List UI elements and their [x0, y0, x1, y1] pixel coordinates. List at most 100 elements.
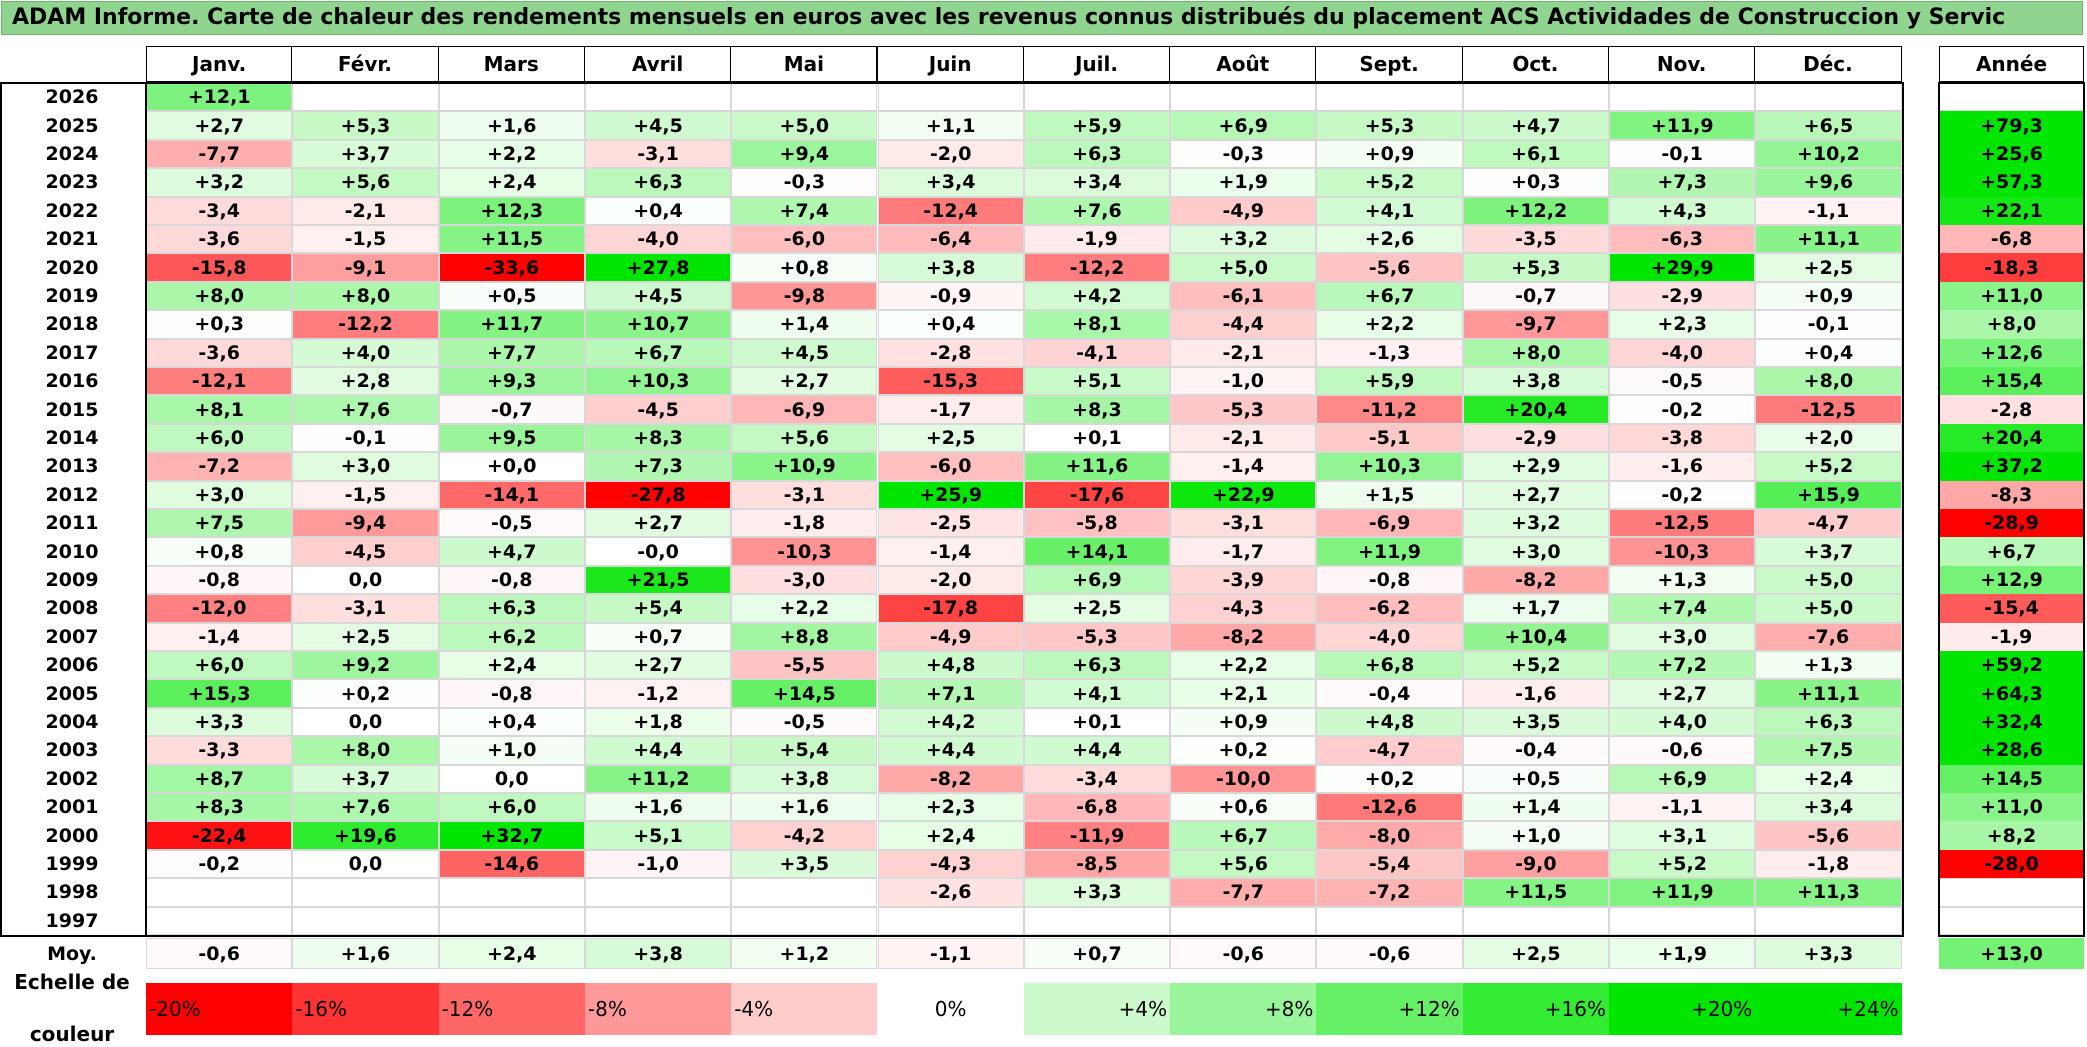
heatmap-cell: +11,6 — [1023, 452, 1171, 481]
heatmap-cell: -7,2 — [146, 452, 293, 481]
heatmap-cell — [731, 906, 878, 935]
year-label: 2024 — [45, 142, 99, 165]
heatmap-cell — [146, 906, 293, 935]
heatmap-cell: +1,0 — [438, 736, 585, 765]
heatmap-cell: +6,3 — [584, 168, 732, 197]
heatmap-cell: -2,9 — [1609, 281, 1756, 311]
heatmap-cell: +5,3 — [1316, 111, 1463, 140]
heatmap-cell: -12,2 — [1023, 253, 1171, 282]
heatmap-cell: -0,1 — [1755, 310, 1902, 339]
heatmap-cell: -0,5 — [438, 509, 585, 538]
heatmap-cell: +5,2 — [1462, 651, 1609, 680]
heatmap-cell: +11,2 — [584, 764, 732, 793]
heatmap-cell: +10,3 — [1316, 452, 1463, 481]
heatmap-cell: -0,5 — [1609, 367, 1756, 396]
heatmap-cell — [584, 906, 732, 935]
heatmap-cell: -8,0 — [1316, 821, 1463, 850]
heatmap-cell — [877, 906, 1024, 935]
heatmap-cell: -22,4 — [146, 821, 293, 850]
heatmap-cell: +6,7 — [1170, 821, 1317, 850]
month-header: Févr. — [291, 46, 439, 82]
heatmap-cell: -5,8 — [1023, 509, 1171, 538]
heatmap-cell: -4,3 — [877, 849, 1024, 879]
heatmap-cell: +32,7 — [438, 821, 585, 850]
year-label: 2015 — [45, 398, 99, 421]
heatmap-cell: -2,0 — [877, 139, 1024, 169]
heatmap-cell: -2,5 — [877, 509, 1024, 538]
heatmap-cell: -4,5 — [292, 537, 439, 566]
heatmap-cell: +4,4 — [584, 736, 732, 765]
heatmap-cell: +6,0 — [146, 423, 293, 453]
heatmap-cell: +6,3 — [1023, 651, 1171, 680]
heatmap-cell: +11,7 — [438, 310, 585, 339]
heatmap-cell: -15,3 — [877, 367, 1024, 396]
heatmap-cell — [1170, 83, 1317, 112]
heatmap-cell: +4,8 — [1316, 707, 1463, 737]
heatmap-cell: -2,9 — [1462, 423, 1609, 453]
heatmap-cell — [1462, 906, 1609, 935]
heatmap-cell: -4,3 — [1170, 594, 1317, 623]
annual-cell: -28,9 — [1939, 509, 2084, 538]
heatmap-cell: -12,6 — [1316, 793, 1463, 822]
year-label: 2005 — [45, 682, 99, 705]
heatmap-cell: +2,7 — [584, 509, 732, 538]
heatmap-cell: +5,6 — [1170, 849, 1317, 879]
annual-cell: +25,6 — [1939, 139, 2084, 169]
heatmap-cell: -0,1 — [1609, 139, 1756, 169]
average-cell: +3,3 — [1755, 938, 1902, 969]
annual-cell: +12,6 — [1939, 338, 2084, 367]
heatmap-cell: -4,9 — [1170, 196, 1317, 225]
heatmap-cell: +0,4 — [584, 196, 732, 225]
heatmap-cell: +1,0 — [1462, 821, 1609, 850]
heatmap-cell: -0,3 — [1170, 139, 1317, 169]
heatmap-cell: +3,2 — [146, 168, 293, 197]
heatmap-cell: +3,0 — [1462, 537, 1609, 566]
annual-cell — [1939, 878, 2084, 907]
heatmap-cell: +11,5 — [438, 225, 585, 254]
heatmap-cell: -0,7 — [438, 395, 585, 424]
heatmap-cell — [438, 878, 585, 907]
year-label: 2010 — [45, 540, 99, 563]
heatmap-cell: -1,0 — [584, 849, 732, 879]
heatmap-cell: -6,9 — [731, 395, 878, 424]
heatmap-cell: +8,0 — [292, 736, 439, 765]
heatmap-cell: -6,8 — [1023, 793, 1171, 822]
heatmap-cell: -3,4 — [146, 196, 293, 225]
year-label: 2011 — [45, 512, 99, 535]
heatmap-cell: +5,9 — [1023, 111, 1171, 140]
heatmap-cell: -0,8 — [438, 565, 585, 595]
heatmap-cell: +0,1 — [1023, 707, 1171, 737]
heatmap-cell: -7,6 — [1755, 622, 1902, 651]
annual-cell: +28,6 — [1939, 736, 2084, 765]
annual-cell: +22,1 — [1939, 196, 2084, 225]
heatmap-cell: +2,6 — [1316, 225, 1463, 254]
heatmap-cell: +2,5 — [1023, 594, 1171, 623]
heatmap-cell: +25,9 — [877, 480, 1024, 509]
heatmap-cell: +7,5 — [146, 509, 293, 538]
color-scale-step: +12% — [1316, 983, 1463, 1035]
heatmap-cell: +0,0 — [438, 452, 585, 481]
average-top-line — [0, 935, 1904, 937]
heatmap-cell: -3,1 — [292, 594, 439, 623]
heatmap-cell: -0,2 — [1609, 395, 1756, 424]
heatmap-cell: +5,2 — [1316, 168, 1463, 197]
heatmap-cell: +4,1 — [1316, 196, 1463, 225]
heatmap-cell: -1,4 — [1170, 452, 1317, 481]
heatmap-cell: +11,3 — [1755, 878, 1902, 907]
heatmap-cell: +1,6 — [584, 793, 732, 822]
heatmap-cell: +3,8 — [731, 764, 878, 793]
color-scale-step: +16% — [1462, 983, 1609, 1035]
annual-cell: -18,3 — [1939, 253, 2084, 282]
month-header: Juin — [876, 46, 1024, 82]
heatmap-cell: +4,1 — [1023, 679, 1171, 708]
heatmap-cell: -4,2 — [731, 821, 878, 850]
heatmap-cell: +6,9 — [1170, 111, 1317, 140]
average-label: Moy. — [47, 942, 97, 965]
annual-cell: +64,3 — [1939, 679, 2084, 708]
average-cell: +0,7 — [1023, 938, 1171, 969]
year-label: 1997 — [45, 909, 99, 932]
heatmap-cell: +0,2 — [1316, 764, 1463, 793]
heatmap-cell: +5,6 — [292, 168, 439, 197]
heatmap-cell: -0,4 — [1462, 736, 1609, 765]
chart-title: ADAM Informe. Carte de chaleur des rende… — [1, 1, 2083, 35]
